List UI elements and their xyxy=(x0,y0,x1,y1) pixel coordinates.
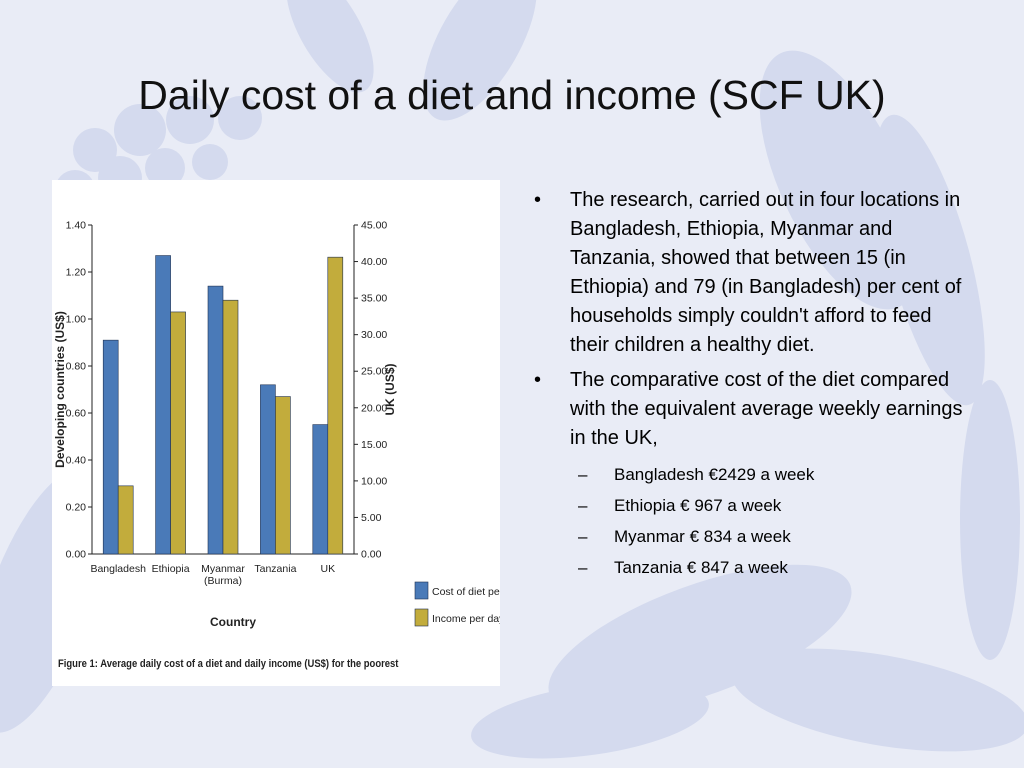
slide-title: Daily cost of a diet and income (SCF UK) xyxy=(138,72,886,118)
sub-bullet-item: – Myanmar € 834 a week xyxy=(530,521,970,552)
bullet-text: The research, carried out in four locati… xyxy=(570,189,962,356)
right-y-tick-label: 0.00 xyxy=(361,549,382,561)
bullet-marker: • xyxy=(534,369,542,391)
bar-cost xyxy=(260,384,276,555)
bullet-item: • The research, carried out in four locat… xyxy=(530,186,970,360)
bar-chart: 0.00 0.20 0.40 0.60 0.80 1.00 1.20 1.40 0.00 5.00… xyxy=(53,220,500,630)
left-y-tick-label: 0.80 xyxy=(66,361,87,373)
sub-bullet-marker: – xyxy=(578,527,588,546)
sub-bullet-text: Ethiopia € 967 a week xyxy=(614,496,782,515)
sub-bullet-item: – Tanzania € 847 a week xyxy=(530,552,970,583)
x-tick-label: Ethiopia xyxy=(152,563,190,575)
x-tick-label: Bangladesh xyxy=(90,563,146,575)
sub-bullet-text: Tanzania € 847 a week xyxy=(614,558,788,577)
bullet-item: • The comparative cost of the diet compar… xyxy=(530,366,970,453)
sub-bullet-item: – Ethiopia € 967 a week xyxy=(530,490,970,521)
bar-cost xyxy=(207,285,224,555)
right-y-tick-label: 40.00 xyxy=(361,256,387,268)
bar-income xyxy=(222,299,239,555)
left-y-tick-label: 0.20 xyxy=(66,502,87,514)
left-y-tick-label: 1.20 xyxy=(66,267,87,279)
bar-income xyxy=(117,485,134,555)
left-y-tick-label: 0.00 xyxy=(66,549,87,561)
x-axis-title: Country xyxy=(210,615,256,629)
right-y-tick-label: 20.00 xyxy=(361,402,387,414)
right-y-axis-title: UK (US$) xyxy=(383,363,397,415)
x-tick-label: (Burma) xyxy=(204,575,242,587)
bar-income xyxy=(170,311,186,555)
left-y-tick-label: 1.00 xyxy=(66,314,87,326)
bullet-ul: • The research, carried out in four locat… xyxy=(530,186,970,583)
x-tick-label: UK xyxy=(321,563,336,575)
legend-swatch xyxy=(414,581,429,600)
left-y-tick-label: 0.60 xyxy=(66,408,87,420)
left-y-tick-label: 0.40 xyxy=(66,455,87,467)
bullet-text: The comparative cost of the diet compare… xyxy=(570,369,963,449)
bar-cost xyxy=(312,424,329,555)
bullet-marker: • xyxy=(534,189,542,211)
legend-label: Cost of diet per day xyxy=(432,586,500,598)
right-y-tick-label: 30.00 xyxy=(361,329,387,341)
figure-caption: Figure 1: Average daily cost of a diet a… xyxy=(58,658,399,670)
bar-income xyxy=(327,256,344,555)
left-y-tick-label: 1.40 xyxy=(66,220,87,232)
right-y-tick-label: 45.00 xyxy=(361,220,387,232)
sub-bullet-marker: – xyxy=(578,558,588,577)
sub-bullet-marker: – xyxy=(578,496,588,515)
right-y-tick-label: 5.00 xyxy=(361,512,382,524)
figure-panel: 0.00 0.20 0.40 0.60 0.80 1.00 1.20 1.40 0.00 5.00… xyxy=(52,180,500,686)
left-y-axis-title: Developing countries (US$) xyxy=(53,311,67,468)
right-y-tick-label: 15.00 xyxy=(361,439,387,451)
bar-cost xyxy=(102,339,119,555)
bullet-list: • The research, carried out in four locat… xyxy=(530,186,970,583)
bar-cost xyxy=(155,255,171,555)
x-tick-label: Myanmar xyxy=(201,563,245,575)
x-tick-label: Tanzania xyxy=(254,563,296,575)
sub-bullet-text: Myanmar € 834 a week xyxy=(614,527,791,546)
legend-swatch xyxy=(414,608,429,627)
sub-bullet-text: Bangladesh €2429 a week xyxy=(614,465,815,484)
bar-income xyxy=(275,396,291,555)
right-y-tick-label: 10.00 xyxy=(361,475,387,487)
legend-label: Income per day xyxy=(432,613,500,625)
right-y-tick-label: 25.00 xyxy=(361,366,387,378)
sub-bullet-marker: – xyxy=(578,465,588,484)
right-y-tick-label: 35.00 xyxy=(361,293,387,305)
sub-bullet-item: – Bangladesh €2429 a week xyxy=(530,459,970,490)
